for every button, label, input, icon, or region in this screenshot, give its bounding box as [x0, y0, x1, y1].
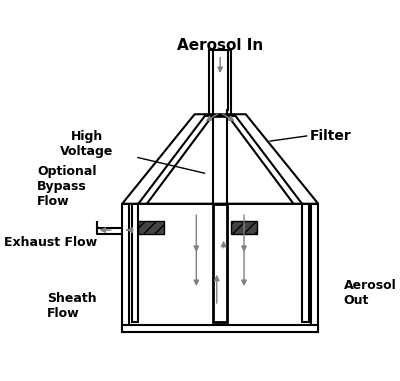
Bar [132, 204, 138, 322]
Bar [138, 221, 164, 234]
Text: High
Voltage: High Voltage [60, 130, 114, 158]
Bar [302, 204, 309, 322]
Polygon shape [138, 116, 302, 204]
Polygon shape [122, 114, 318, 204]
Text: Filter: Filter [310, 128, 352, 142]
Text: Aerosol In: Aerosol In [177, 38, 263, 53]
Text: Sheath
Flow: Sheath Flow [47, 292, 97, 320]
Bar [122, 325, 318, 331]
Polygon shape [147, 117, 294, 204]
Text: Exhaust Flow: Exhaust Flow [4, 235, 97, 248]
Text: Optional
Bypass
Flow: Optional Bypass Flow [37, 165, 97, 208]
Bar [311, 204, 318, 331]
Bar [122, 204, 129, 331]
Bar [231, 221, 257, 234]
Bar [213, 204, 227, 322]
Text: Aerosol
Out: Aerosol Out [344, 279, 396, 307]
